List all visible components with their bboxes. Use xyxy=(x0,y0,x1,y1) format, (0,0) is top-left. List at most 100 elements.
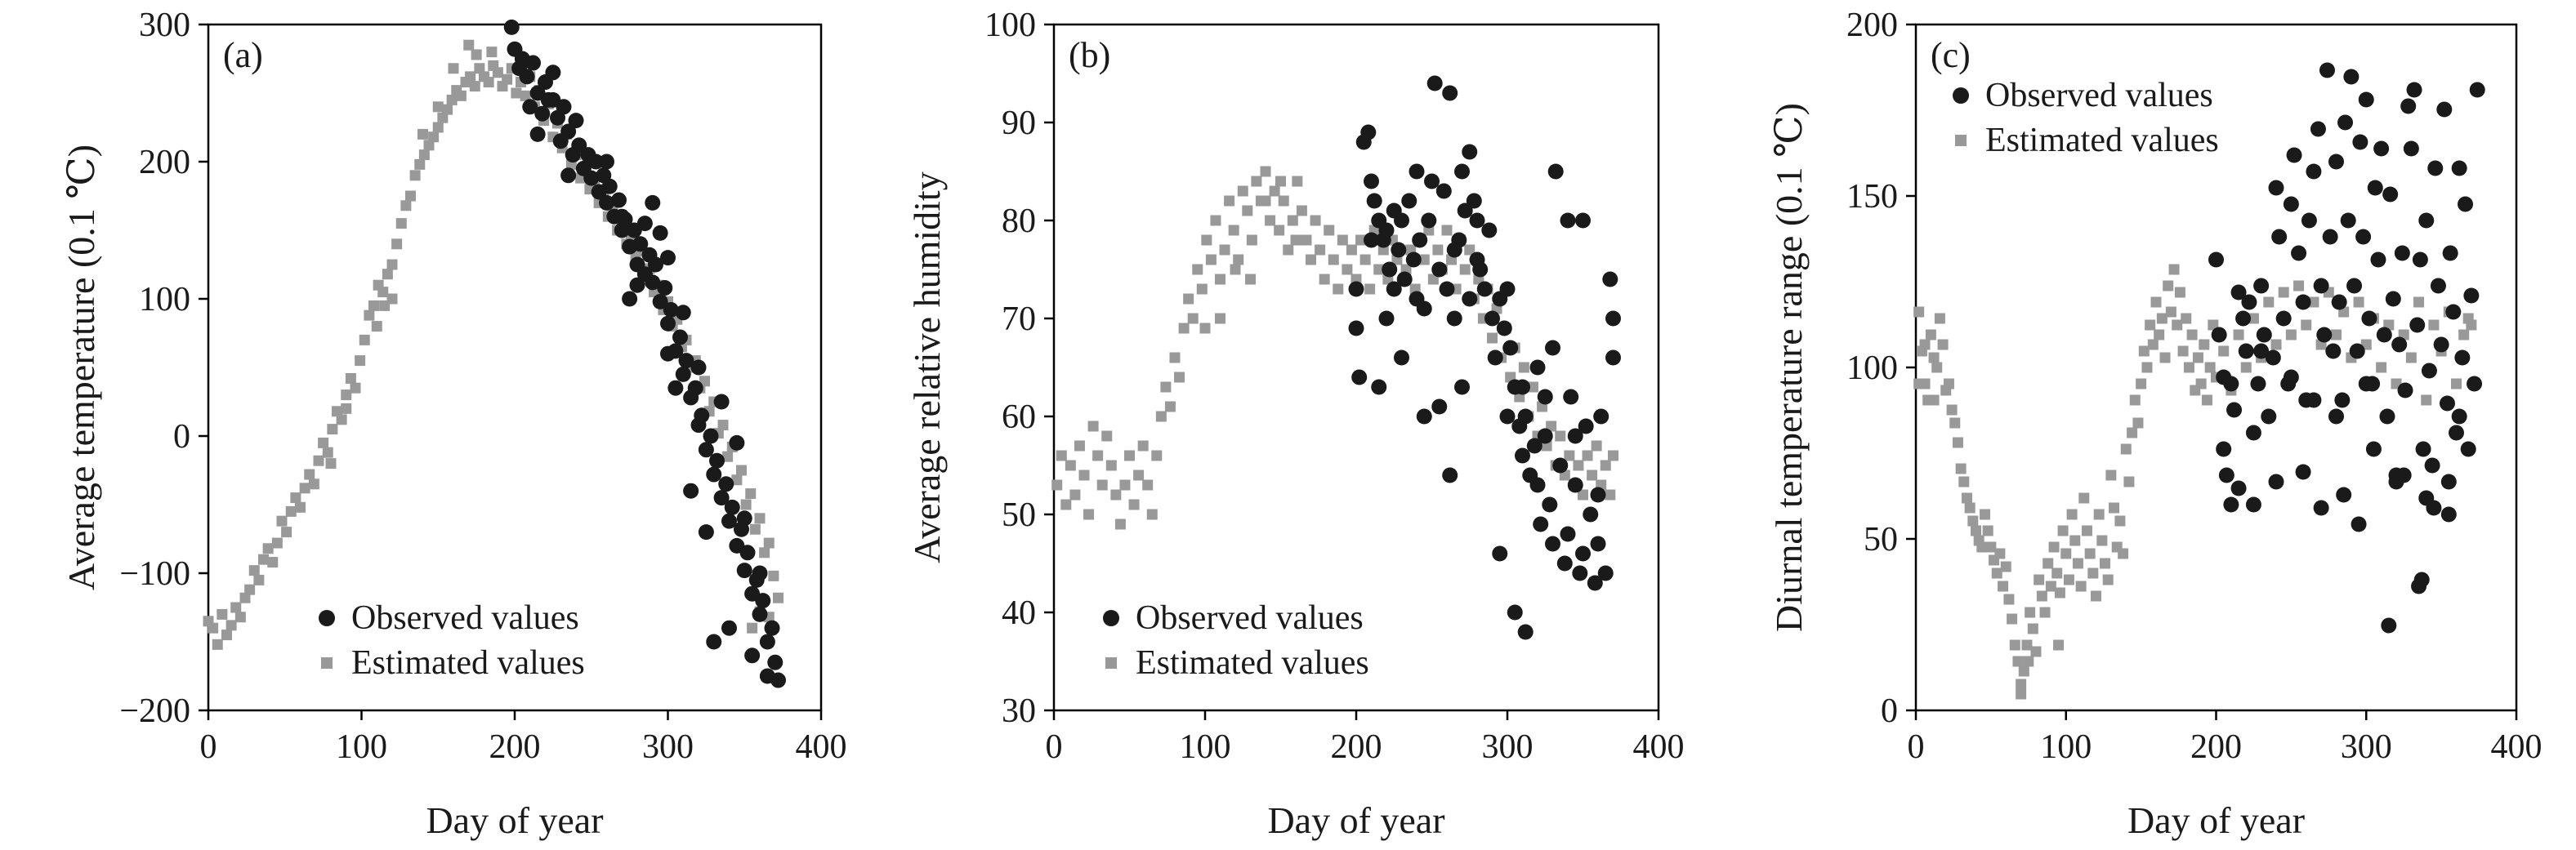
observed-point xyxy=(1386,281,1402,297)
observed-point xyxy=(583,170,600,186)
observed-point xyxy=(2328,154,2344,170)
estimated-point xyxy=(1427,274,1439,285)
estimated-point xyxy=(1994,548,2006,559)
estimated-point xyxy=(2060,548,2072,559)
observed-point xyxy=(652,293,668,309)
observed-point xyxy=(2421,363,2437,379)
estimated-point xyxy=(208,622,219,634)
observed-point xyxy=(2253,278,2270,294)
observed-point xyxy=(672,329,688,345)
estimated-point xyxy=(1230,264,1241,275)
estimated-point xyxy=(1228,225,1239,236)
panel-label: (a) xyxy=(223,35,263,75)
estimated-point xyxy=(1546,421,1557,432)
observed-point xyxy=(2413,572,2430,588)
observed-point xyxy=(1542,496,1558,513)
observed-point xyxy=(1439,281,1455,297)
estimated-point xyxy=(2405,352,2417,363)
observed-point xyxy=(571,137,587,154)
legend: Observed values Estimated values xyxy=(319,599,585,682)
panel-b: 0 100 200 300 400 30 40 50 60 70 80 90 100 Day of yea… xyxy=(906,7,1685,841)
observed-point xyxy=(755,593,771,609)
observed-point xyxy=(2216,441,2232,457)
y-tick-label: 30 xyxy=(1002,692,1036,730)
observed-point xyxy=(2451,408,2467,425)
observed-point xyxy=(2253,343,2270,359)
estimated-point xyxy=(276,515,288,527)
estimated-point xyxy=(511,87,522,99)
estimated-point xyxy=(418,149,430,161)
estimated-point xyxy=(2308,296,2319,308)
estimated-point xyxy=(2057,525,2069,536)
y-axis-title: Average temperature (0.1 ℃) xyxy=(60,145,102,590)
observed-point xyxy=(1484,310,1500,327)
observed-point xyxy=(2440,506,2457,523)
observed-point xyxy=(2230,480,2247,496)
legend-estimated-label: Estimated values xyxy=(1985,122,2219,159)
estimated-point xyxy=(1287,215,1298,226)
estimated-point xyxy=(1178,323,1190,334)
estimated-point xyxy=(2192,352,2203,363)
observed-point xyxy=(1567,477,1583,493)
estimated-point xyxy=(1985,541,1997,553)
estimated-point xyxy=(2100,558,2111,569)
legend-estimated-marker xyxy=(1955,135,1967,146)
estimated-point xyxy=(1961,492,1972,504)
estimated-point xyxy=(1600,460,1611,471)
observed-point xyxy=(2382,186,2399,202)
estimated-point xyxy=(1292,176,1303,187)
legend-estimated-label: Estimated values xyxy=(1136,644,1369,682)
estimated-point xyxy=(1219,244,1230,256)
observed-point xyxy=(1590,536,1606,552)
observed-series xyxy=(1348,75,1621,640)
observed-point xyxy=(1499,281,1516,297)
y-axis-title: Diurnal temperature range (0.1 ℃) xyxy=(1768,103,1810,632)
observed-point xyxy=(2430,278,2446,294)
estimated-point xyxy=(1296,205,1307,216)
estimated-point xyxy=(2159,352,2171,363)
observed-point xyxy=(2385,291,2401,307)
estimated-point xyxy=(446,94,458,105)
estimated-point xyxy=(1242,205,1253,216)
estimated-point xyxy=(1110,489,1122,501)
estimated-point xyxy=(2156,313,2168,324)
observed-point xyxy=(2271,229,2288,245)
observed-point xyxy=(2445,304,2462,320)
observed-point xyxy=(2418,490,2435,506)
y-tick-label: 40 xyxy=(1002,594,1036,632)
estimated-point xyxy=(1555,430,1566,442)
estimated-point xyxy=(1964,502,1976,514)
estimated-point xyxy=(230,602,242,613)
observed-point xyxy=(2397,382,2413,398)
observed-point xyxy=(2463,287,2480,304)
observed-point xyxy=(2241,294,2257,310)
observed-point xyxy=(718,476,734,492)
observed-point xyxy=(2412,251,2428,268)
estimated-point xyxy=(2127,427,2138,438)
observed-point xyxy=(1567,428,1583,444)
estimated-point xyxy=(1952,437,1963,448)
observed-point xyxy=(2351,516,2367,532)
estimated-point xyxy=(2091,590,2101,602)
estimated-point xyxy=(1087,421,1099,432)
x-axis-title: Day of year xyxy=(2127,799,2305,841)
estimated-point xyxy=(2177,345,2189,357)
observed-point xyxy=(2283,369,2299,385)
estimated-point xyxy=(221,630,232,641)
estimated-series xyxy=(1913,264,2477,700)
estimated-point xyxy=(2118,548,2129,559)
observed-point xyxy=(1507,604,1523,621)
observed-point xyxy=(752,606,768,622)
y-tick-label: 200 xyxy=(1846,7,1898,44)
estimated-point xyxy=(1955,463,1967,474)
estimated-point xyxy=(281,527,292,538)
estimated-point xyxy=(1151,450,1163,461)
observed-point xyxy=(2325,343,2342,359)
observed-point xyxy=(1431,398,1448,415)
observed-point xyxy=(713,490,730,506)
estimated-point xyxy=(1056,450,1067,461)
observed-point xyxy=(759,668,775,684)
observed-point xyxy=(1583,506,1599,523)
estimated-point xyxy=(749,523,761,535)
